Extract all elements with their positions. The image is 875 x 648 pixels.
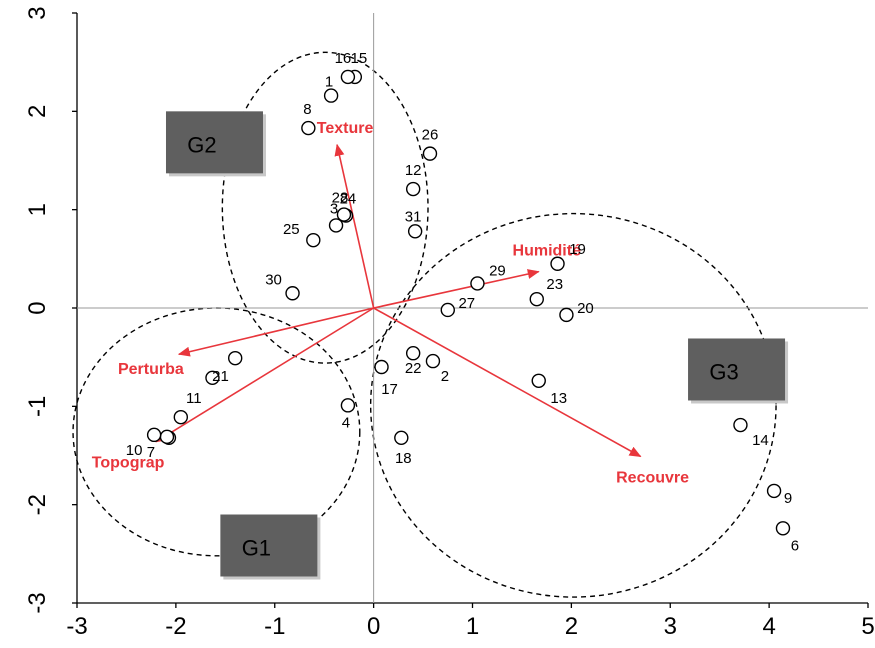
point-label: 17 [381, 381, 398, 398]
point-label: 23 [546, 276, 563, 293]
point-label: 3 [330, 200, 338, 217]
data-point [301, 120, 316, 136]
point-label: 29 [489, 262, 506, 279]
data-point [440, 302, 455, 318]
point-label: 9 [784, 490, 792, 507]
point-label: 21 [212, 368, 229, 385]
point-label: 24 [340, 191, 357, 208]
y-tick-label: 1 [24, 203, 51, 216]
data-point [559, 307, 574, 323]
data-point [336, 207, 352, 222]
y-tick-label: 0 [24, 301, 51, 314]
data-point [531, 373, 546, 388]
group-label-g2: G2 [187, 132, 216, 157]
vector-texture [334, 143, 375, 309]
point-label: 25 [283, 221, 300, 238]
data-point [340, 398, 356, 413]
point-label: 14 [752, 432, 769, 449]
vector-humidité [373, 269, 540, 309]
x-tick-label: 5 [861, 613, 874, 640]
group-labels: G1 G2 G3 [165, 111, 789, 580]
point-label: 6 [791, 537, 799, 554]
vector-label: Topograp [92, 455, 165, 472]
data-point [405, 181, 421, 197]
data-point [205, 370, 220, 386]
point-label: 4 [342, 414, 350, 431]
vector-label: Humidité [513, 243, 582, 260]
data-point [766, 483, 782, 499]
ellipse-g2 [221, 51, 429, 364]
point-label: 16 [335, 50, 352, 67]
y-tick-label: -2 [24, 494, 51, 515]
y-tick-label: -3 [24, 592, 51, 613]
group-label-g3: G3 [709, 359, 738, 384]
x-tick-label: -1 [264, 613, 285, 640]
point-label: 13 [550, 390, 567, 407]
data-point [227, 350, 243, 366]
x-tick-label: 2 [565, 613, 578, 640]
point-label: 18 [395, 450, 412, 467]
x-tick-label: -3 [66, 613, 87, 640]
point-label: 22 [405, 360, 422, 377]
point-label: 8 [303, 101, 311, 118]
data-point [405, 346, 421, 361]
point-label: 26 [422, 127, 439, 144]
sample-points: 1234567891011121314151617181920212223242… [126, 50, 799, 554]
data-point [146, 427, 162, 443]
variable-vectors: Texture Humidité Perturba Topograp Recouvre [92, 120, 689, 487]
data-point [159, 429, 175, 445]
data-point [173, 409, 189, 425]
point-label: 27 [458, 295, 475, 312]
vector-perturba [177, 307, 374, 357]
vector-label: Recouvre [616, 469, 689, 486]
data-point [285, 286, 300, 301]
vector-label: Perturba [118, 361, 184, 378]
data-point [394, 430, 409, 445]
group-box-g1 [220, 514, 318, 577]
point-label: 20 [577, 300, 594, 317]
data-point [529, 291, 544, 307]
x-tick-label: 4 [762, 613, 775, 640]
group-box-g3 [688, 338, 786, 401]
data-point [733, 417, 748, 433]
data-point [306, 232, 321, 248]
data-point [340, 69, 356, 85]
point-label: 15 [350, 50, 367, 67]
point-label: 30 [265, 271, 282, 288]
data-point [425, 353, 441, 369]
point-label: 12 [405, 162, 422, 179]
y-tick-label: -1 [24, 396, 51, 417]
data-point [775, 521, 791, 536]
vector-recouvre [373, 307, 642, 458]
data-point [374, 359, 389, 375]
data-point [323, 88, 339, 103]
data-point [328, 218, 344, 233]
point-label: 31 [405, 208, 422, 225]
data-point [470, 276, 485, 291]
data-point [407, 224, 423, 239]
ellipse-g3 [369, 212, 777, 598]
point-label: 19 [569, 241, 586, 258]
group-box-g2 [165, 111, 263, 174]
point-label: 28 [332, 190, 349, 207]
x-tick-label: 1 [466, 613, 479, 640]
x-tick-label: 0 [367, 613, 380, 640]
point-label: 11 [186, 390, 202, 407]
y-tick-label: 3 [24, 6, 51, 19]
y-tick-label: 2 [24, 105, 51, 118]
point-label: 7 [147, 444, 155, 461]
group-label-g1: G1 [242, 536, 271, 561]
data-point [422, 146, 438, 161]
point-label: 2 [441, 368, 449, 385]
x-tick-label: 3 [664, 613, 677, 640]
data-point [550, 256, 565, 271]
x-tick-label: -2 [165, 613, 186, 640]
point-label: 10 [126, 442, 143, 459]
vector-label: Texture [317, 120, 374, 137]
point-label: 1 [325, 74, 333, 91]
vector-topograp [155, 307, 375, 443]
